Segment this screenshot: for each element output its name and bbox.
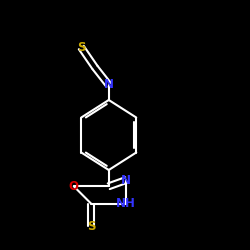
Text: NH: NH: [116, 197, 136, 210]
Text: S: S: [87, 220, 96, 233]
Text: N: N: [121, 174, 131, 186]
Text: S: S: [77, 41, 86, 54]
Text: O: O: [69, 180, 79, 193]
Text: N: N: [104, 78, 114, 92]
